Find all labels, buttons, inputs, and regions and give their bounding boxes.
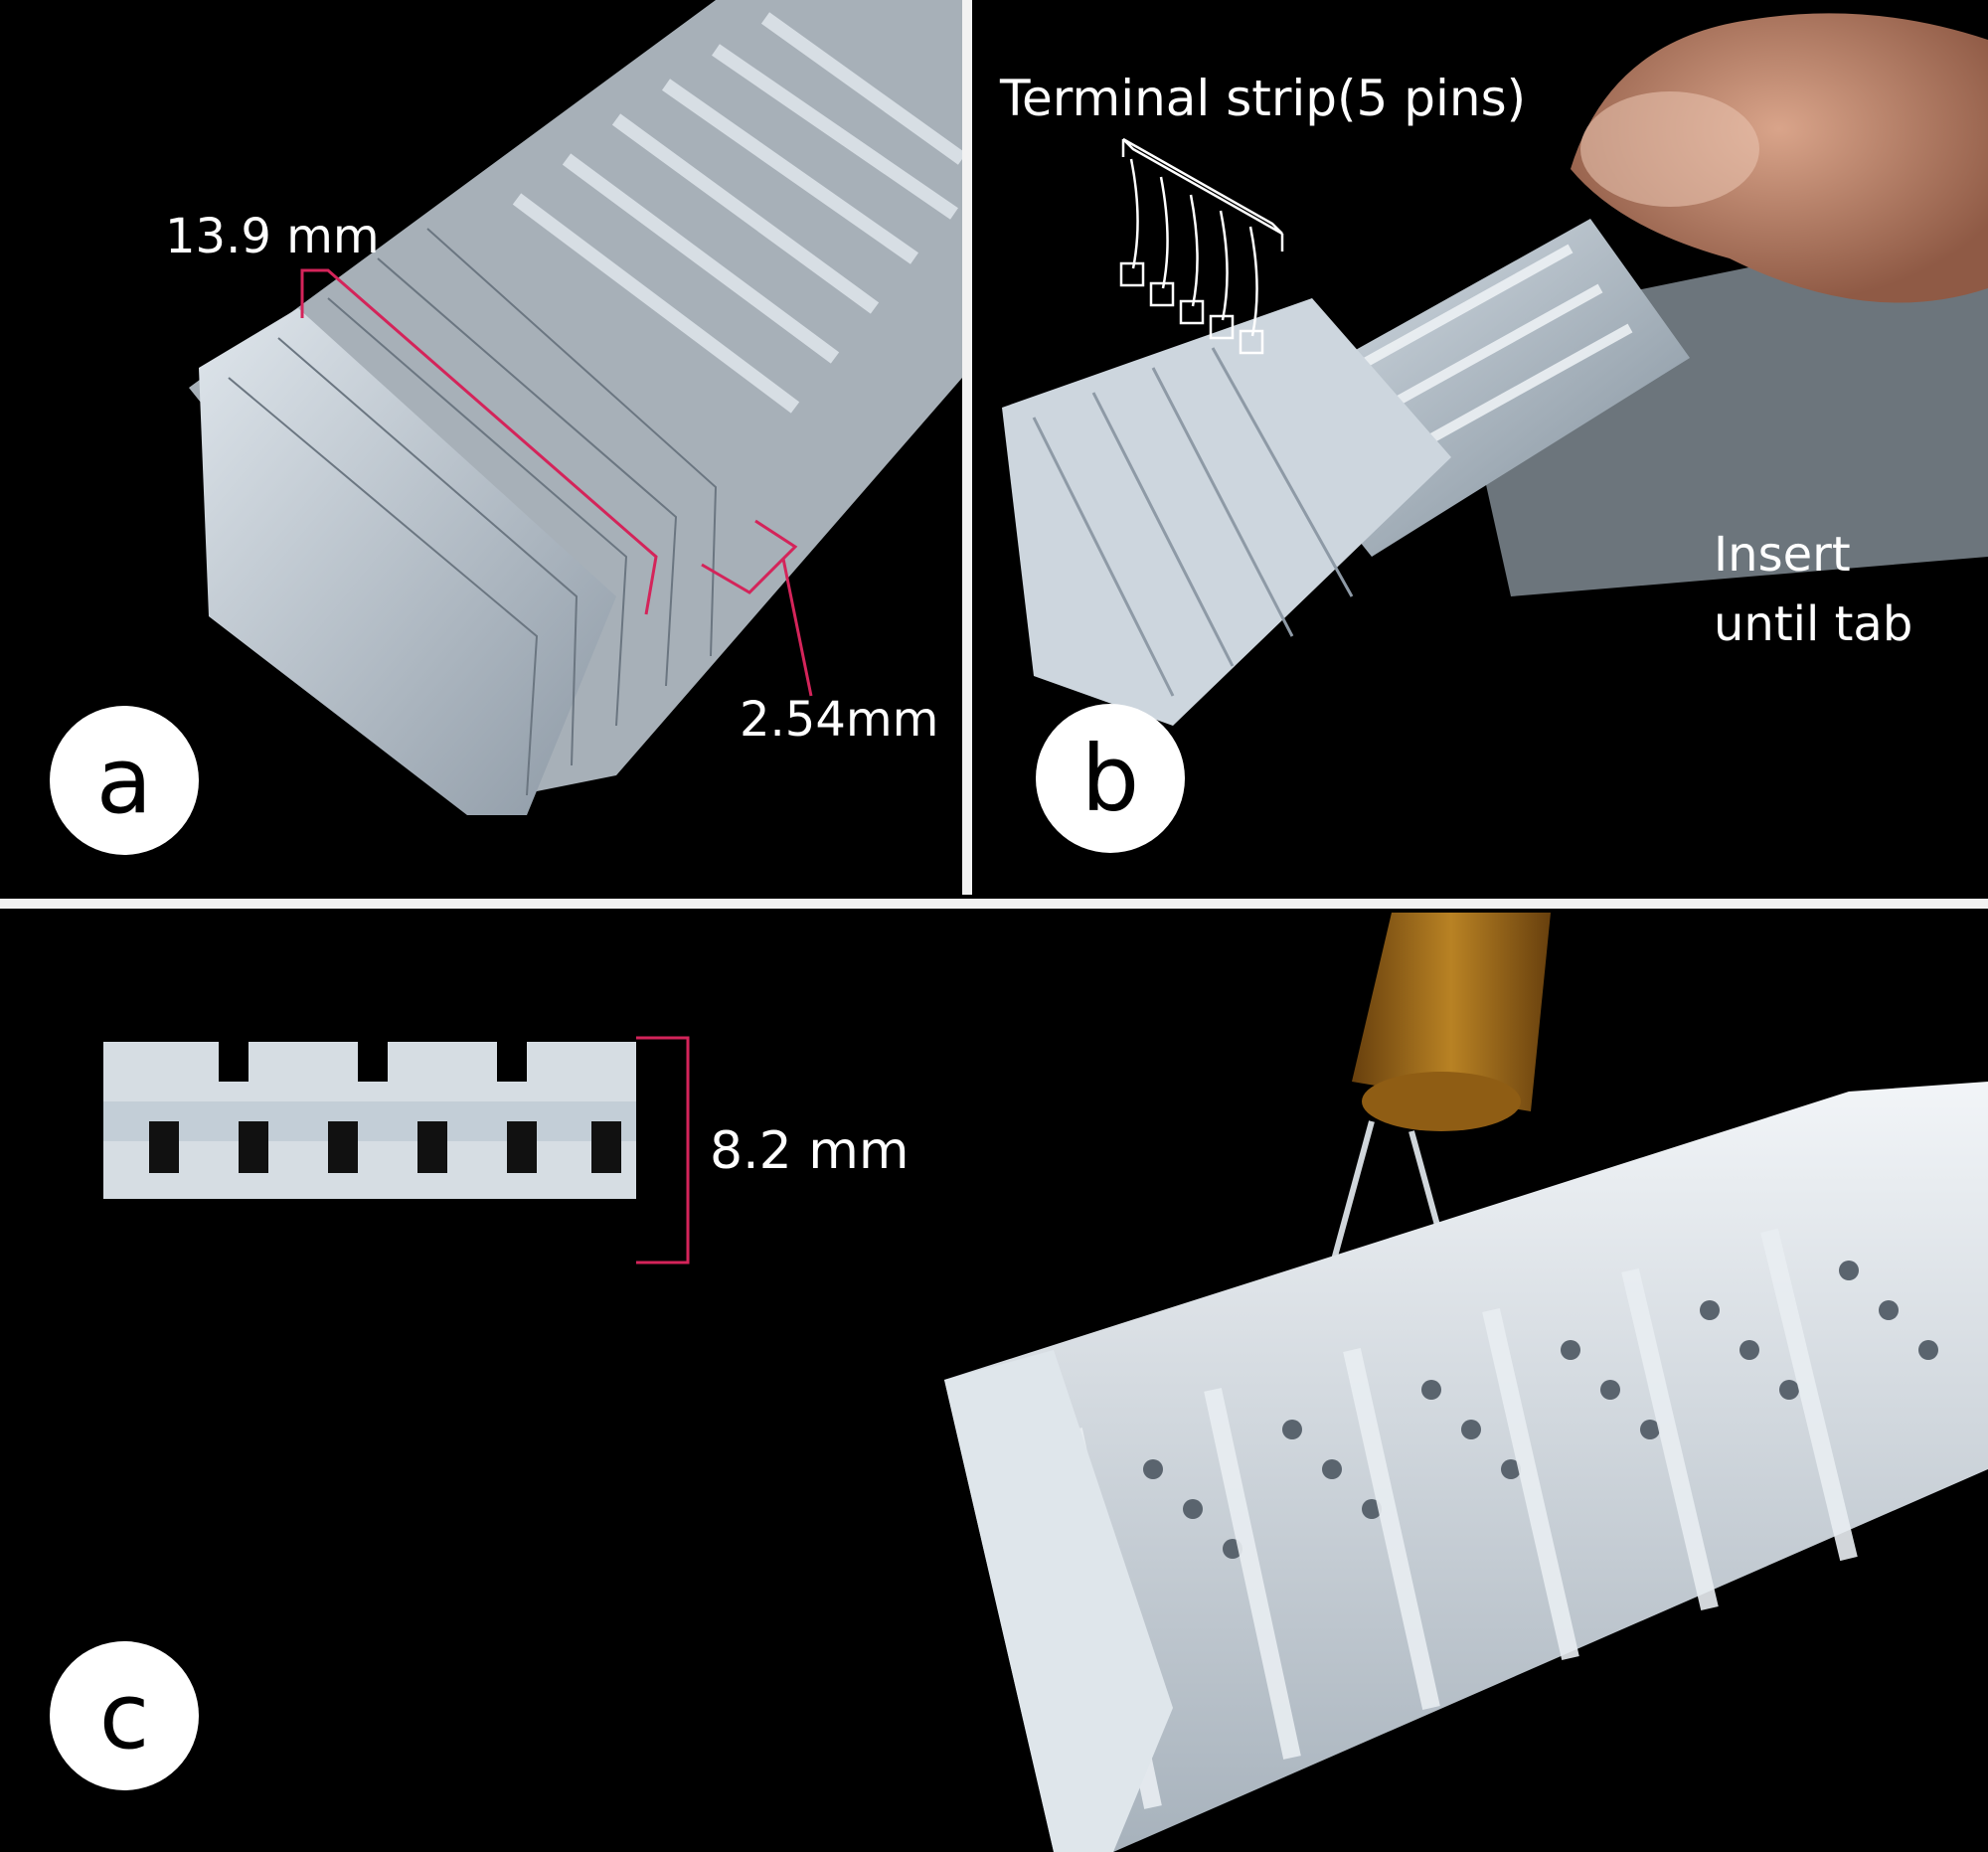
panel-b-badge: b [1036, 704, 1185, 853]
front-face [944, 1350, 1173, 1852]
panel-a: 13.9 mm 2.54mm a [0, 0, 962, 895]
panel-divider-horizontal [0, 899, 1988, 909]
block-outline [228, 228, 718, 796]
panel-b: Terminal strip(5 pins) Insert until tab … [974, 0, 1988, 895]
front-ridges [1032, 347, 1354, 697]
length-measure-label: 13.9 mm [165, 209, 380, 264]
dimension-lines [300, 268, 813, 697]
panel-a-photo [189, 0, 962, 815]
pitch-measure-label: 2.54mm [740, 692, 939, 748]
panel-b-photo [1002, 13, 1988, 726]
side-view-inset [103, 1042, 636, 1199]
panel-c-photo [103, 913, 1988, 1852]
finger [1571, 13, 1988, 303]
insert-instruction-line2: until tab [1714, 596, 1913, 652]
height-bracket [636, 1036, 690, 1264]
printed-connector-body [944, 1082, 1988, 1852]
insert-instruction-line1: Insert [1714, 527, 1851, 583]
panel-c: 8.2 mm c [0, 913, 1988, 1852]
fingernail [1580, 91, 1759, 207]
print-ridges [512, 12, 962, 414]
panel-divider-vertical [962, 0, 972, 895]
connector-block [199, 308, 616, 815]
pin-holes [1143, 1261, 1938, 1559]
terminal-strip-drawing [1119, 137, 1284, 355]
panel-c-badge: c [50, 1641, 199, 1790]
terminal-strip-label: Terminal strip(5 pins) [1000, 70, 1527, 127]
height-measure-label: 8.2 mm [710, 1121, 910, 1181]
panel-a-badge: a [50, 706, 199, 855]
